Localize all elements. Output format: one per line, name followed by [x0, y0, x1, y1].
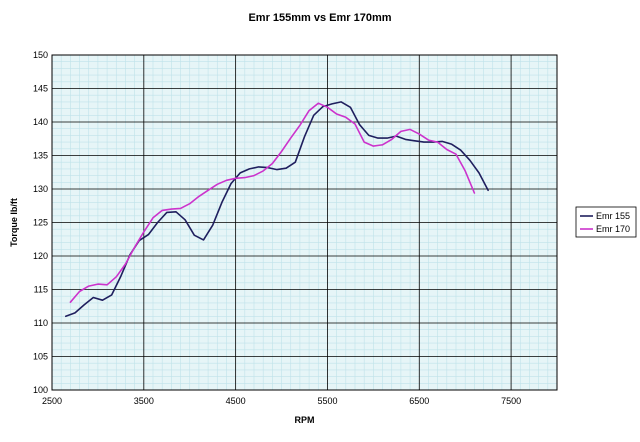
- x-tick-label: 7500: [501, 396, 521, 406]
- plot-frame: [51, 54, 558, 391]
- y-tick-label: 105: [33, 352, 48, 362]
- chart-title: Emr 155mm vs Emr 170mm: [248, 12, 392, 24]
- x-tick-label: 6500: [409, 396, 429, 406]
- y-tick-label: 100: [33, 385, 48, 395]
- x-axis-label: RPM: [295, 415, 315, 425]
- y-tick-label: 110: [34, 318, 48, 328]
- x-tick-label: 3500: [134, 396, 154, 406]
- x-tick-label: 4500: [226, 396, 246, 406]
- y-tick-label: 130: [33, 184, 48, 194]
- y-tick-label: 125: [33, 218, 48, 228]
- x-tick-label: 2500: [42, 396, 62, 406]
- legend-label: Emr 155: [596, 211, 630, 221]
- y-axis-label: Torque lb/ft: [9, 198, 19, 247]
- y-tick-label: 140: [33, 117, 48, 127]
- y-tick-label: 135: [33, 151, 48, 161]
- x-tick-label: 5500: [317, 396, 337, 406]
- y-tick-label: 145: [33, 84, 48, 94]
- y-tick-label: 115: [34, 285, 48, 295]
- y-tick-label: 120: [33, 251, 48, 261]
- legend-label: Emr 170: [596, 224, 630, 234]
- legend-box: [575, 206, 637, 238]
- y-tick-label: 150: [33, 50, 48, 60]
- series-line-emr-170: [69, 102, 476, 304]
